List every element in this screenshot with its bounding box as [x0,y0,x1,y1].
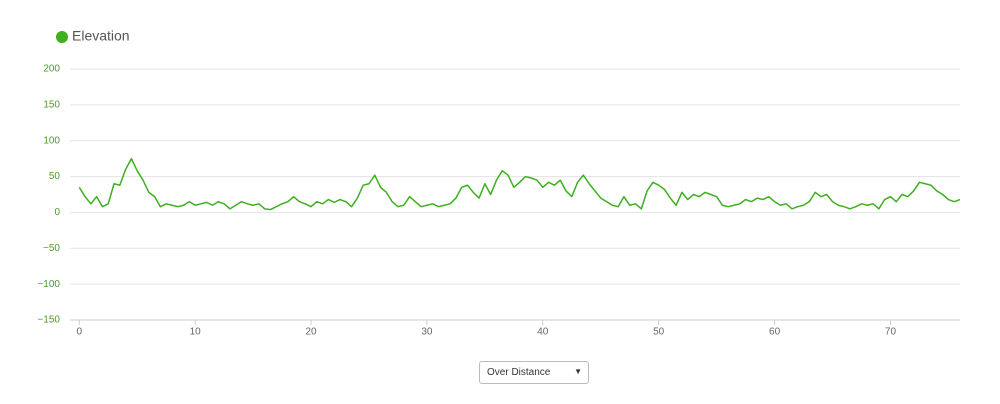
distance-dropdown[interactable]: Over Distance ▼ [479,361,589,384]
y-tick-label: −100 [37,279,60,290]
x-tick-label: 60 [769,327,781,338]
y-tick-label: 100 [43,135,60,146]
x-tick-label: 70 [885,327,897,338]
x-tick-label: 0 [76,327,82,338]
dropdown-arrow: ▼ [574,367,582,376]
y-tick-label: −150 [37,315,60,326]
y-tick-label: 50 [49,171,61,182]
y-tick-label: 0 [54,207,60,218]
y-tick-label: −50 [43,243,60,254]
x-tick-label: 10 [190,327,202,338]
legend-label: Elevation [72,28,130,44]
x-tick-label: 50 [653,327,665,338]
legend-marker [56,31,68,43]
dropdown-label: Over Distance [487,367,551,378]
x-tick-label: 30 [421,327,433,338]
y-tick-label: 150 [43,99,60,110]
x-tick-label: 20 [305,327,317,338]
y-tick-label: 200 [43,64,60,75]
elevation-line [78,157,961,211]
x-tick-label: 40 [537,327,549,338]
